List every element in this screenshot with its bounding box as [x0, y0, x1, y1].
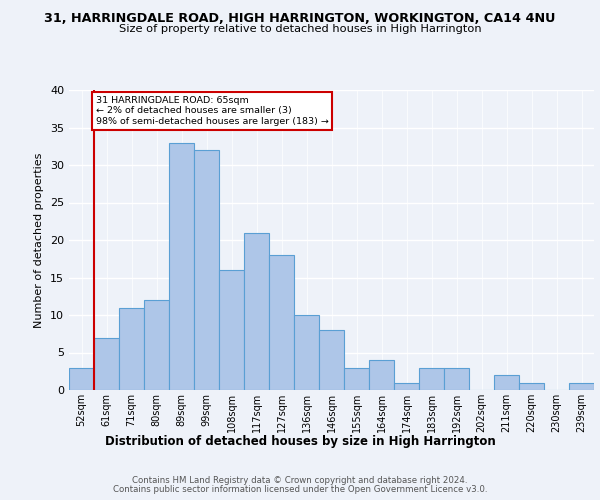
Bar [119, 308, 144, 390]
Text: Contains HM Land Registry data © Crown copyright and database right 2024.: Contains HM Land Registry data © Crown c… [132, 476, 468, 485]
Text: Size of property relative to detached houses in High Harrington: Size of property relative to detached ho… [119, 24, 481, 34]
Bar [519, 382, 544, 390]
Bar [69, 368, 94, 390]
Bar [294, 315, 319, 390]
Bar [269, 255, 294, 390]
Bar [319, 330, 344, 390]
Bar [169, 142, 194, 390]
Bar [569, 382, 594, 390]
Bar [94, 338, 119, 390]
Text: Contains public sector information licensed under the Open Government Licence v3: Contains public sector information licen… [113, 485, 487, 494]
Bar [444, 368, 469, 390]
Bar [219, 270, 244, 390]
Bar [144, 300, 169, 390]
Bar [344, 368, 369, 390]
Y-axis label: Number of detached properties: Number of detached properties [34, 152, 44, 328]
Bar [369, 360, 394, 390]
Bar [194, 150, 219, 390]
Bar [494, 375, 519, 390]
Text: 31 HARRINGDALE ROAD: 65sqm
← 2% of detached houses are smaller (3)
98% of semi-d: 31 HARRINGDALE ROAD: 65sqm ← 2% of detac… [95, 96, 328, 126]
Bar [419, 368, 444, 390]
Bar [394, 382, 419, 390]
Text: Distribution of detached houses by size in High Harrington: Distribution of detached houses by size … [104, 435, 496, 448]
Text: 31, HARRINGDALE ROAD, HIGH HARRINGTON, WORKINGTON, CA14 4NU: 31, HARRINGDALE ROAD, HIGH HARRINGTON, W… [44, 12, 556, 26]
Bar [244, 232, 269, 390]
